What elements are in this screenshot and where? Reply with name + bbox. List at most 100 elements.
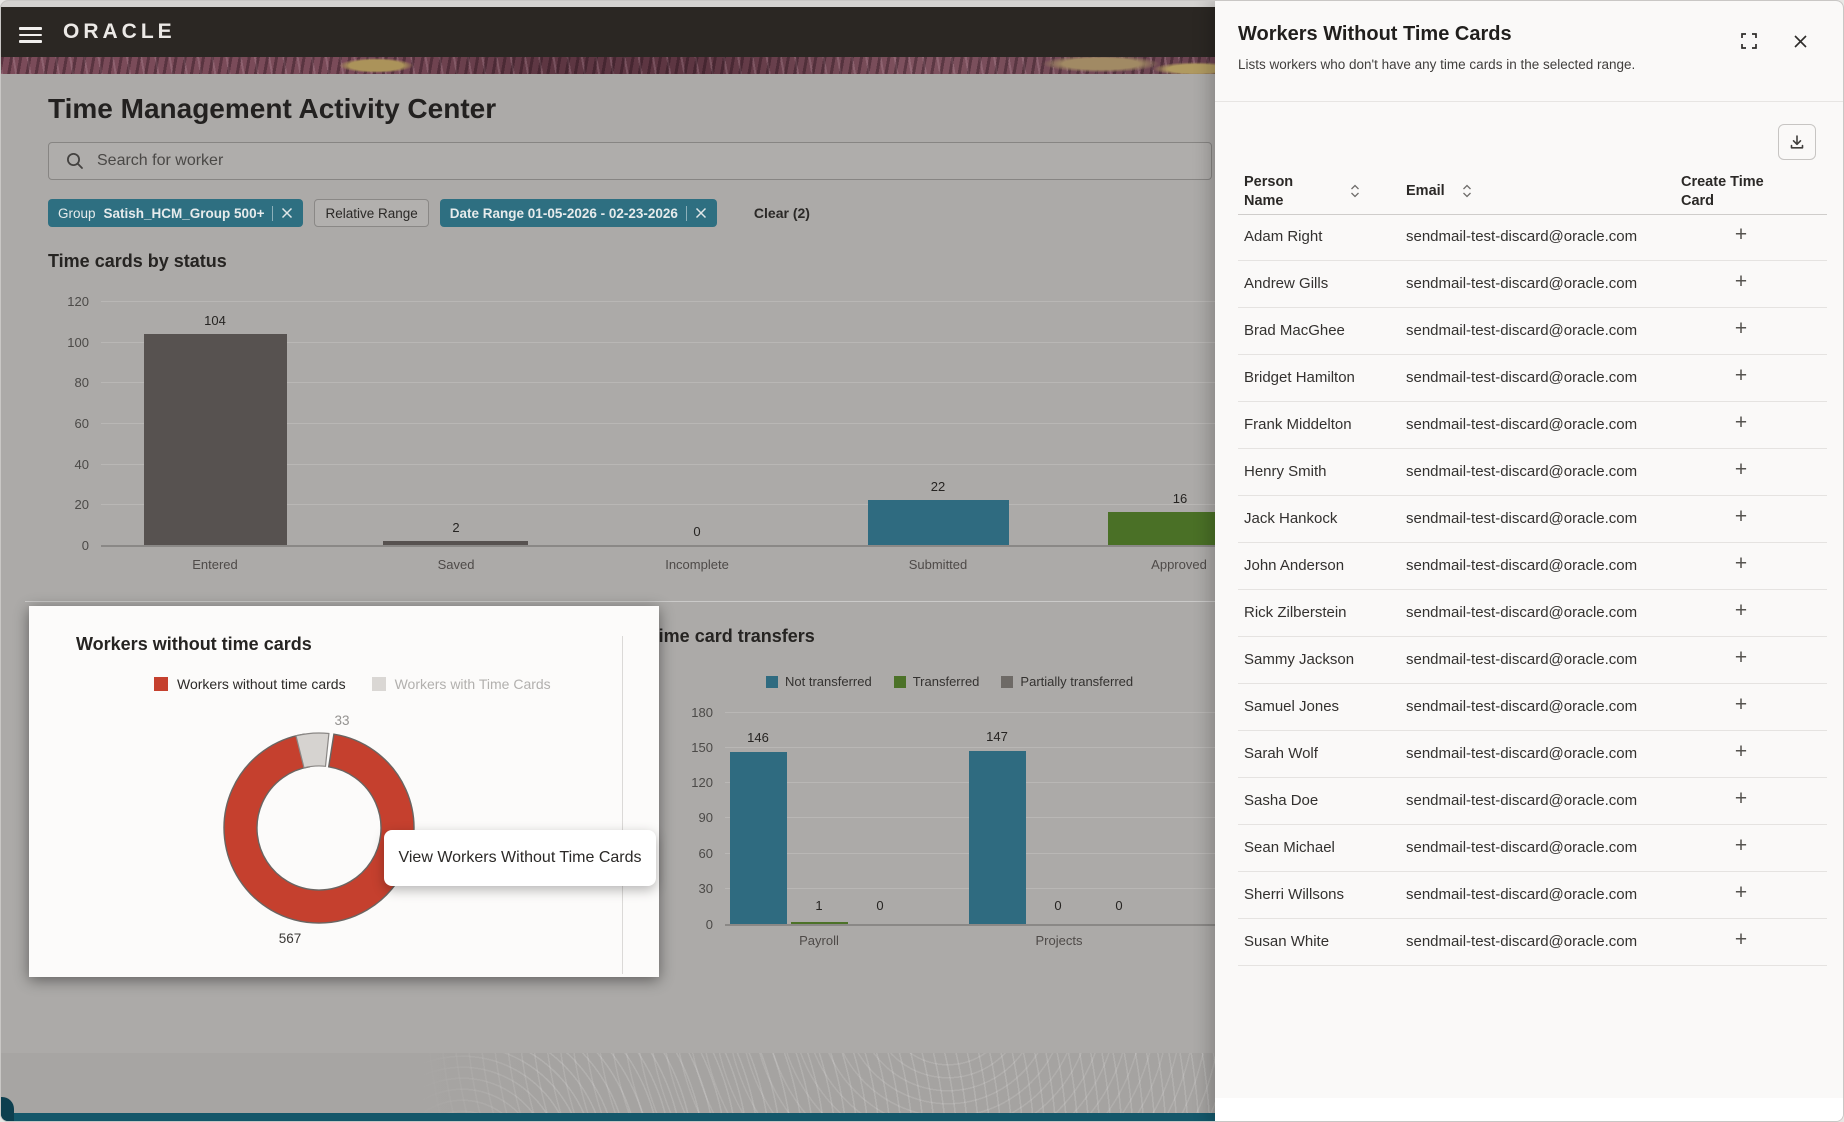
oracle-logo: ORACLE (63, 20, 176, 43)
create-time-card-button[interactable]: + (1734, 599, 1748, 622)
create-time-card-button[interactable]: + (1734, 646, 1748, 669)
bar-projects-not-transferred (969, 751, 1026, 924)
create-time-card-button[interactable]: + (1734, 364, 1748, 387)
bar-value: 146 (747, 730, 769, 745)
view-workers-tooltip[interactable]: View Workers Without Time Cards (384, 830, 656, 886)
table-row: Bridget Hamilton sendmail-test-discard@o… (1238, 355, 1827, 402)
table-row: Susan White sendmail-test-discard@oracle… (1238, 919, 1827, 966)
y-tick: 60 (698, 846, 713, 861)
y-tick: 20 (74, 497, 89, 512)
person-email: sendmail-test-discard@oracle.com (1406, 322, 1638, 339)
person-name: Samuel Jones (1244, 698, 1340, 715)
create-time-card-button[interactable]: + (1734, 270, 1748, 293)
table-row: Sherri Willsons sendmail-test-discard@or… (1238, 872, 1827, 919)
create-time-card-button[interactable]: + (1734, 317, 1748, 340)
create-time-card-button[interactable]: + (1734, 928, 1748, 951)
hamburger-menu-icon[interactable] (19, 23, 42, 47)
y-tick: 40 (74, 457, 89, 472)
date-range-filter-chip[interactable]: Date Range 01-05-2026 - 02-23-2026 (439, 199, 717, 227)
person-email: sendmail-test-discard@oracle.com (1406, 510, 1638, 527)
person-email: sendmail-test-discard@oracle.com (1406, 369, 1638, 386)
x-category: Entered (192, 557, 238, 572)
person-name: Adam Right (1244, 228, 1323, 245)
group-filter-chip[interactable]: Group Satish_HCM_Group 500+ (48, 199, 304, 227)
bar-value: 0 (1054, 898, 1062, 913)
person-email: sendmail-test-discard@oracle.com (1406, 651, 1638, 668)
gridline (101, 301, 1215, 302)
gridline (101, 464, 1215, 465)
person-email: sendmail-test-discard@oracle.com (1406, 275, 1638, 292)
create-time-card-button[interactable]: + (1734, 458, 1748, 481)
create-time-card-button[interactable]: + (1734, 552, 1748, 575)
donut-card-title: Workers without time cards (76, 634, 312, 654)
person-name: Sammy Jackson (1244, 651, 1355, 668)
table-row: Brad MacGhee sendmail-test-discard@oracl… (1238, 308, 1827, 355)
legend-swatch-with (371, 677, 386, 691)
search-icon (65, 151, 85, 171)
bar-payroll-transferred (791, 922, 848, 924)
col-header-email[interactable]: Email (1406, 183, 1445, 199)
x-category: Submitted (908, 557, 968, 572)
person-name: Bridget Hamilton (1244, 369, 1355, 386)
section-divider (25, 601, 1215, 602)
donut-slice-with (295, 732, 330, 769)
panel-bottom-strip (1215, 1098, 1843, 1121)
create-time-card-button[interactable]: + (1734, 787, 1748, 810)
footer-teal-bar (1, 1113, 1215, 1121)
search-input[interactable] (95, 151, 999, 171)
y-tick: 80 (74, 375, 89, 390)
worker-search[interactable] (48, 142, 1212, 180)
create-time-card-button[interactable]: + (1734, 505, 1748, 528)
y-tick: 150 (691, 740, 713, 755)
download-button[interactable] (1778, 124, 1816, 160)
bar-value: 0 (876, 898, 884, 913)
donut-chart[interactable] (219, 728, 419, 928)
relative-range-chip[interactable]: Relative Range (314, 199, 429, 227)
create-time-card-button[interactable]: + (1734, 223, 1748, 246)
person-name: John Anderson (1244, 557, 1345, 574)
col-header-person-name[interactable]: Person Name (1244, 174, 1294, 209)
banner-pattern (1, 57, 1215, 74)
person-email: sendmail-test-discard@oracle.com (1406, 933, 1638, 950)
create-time-card-button[interactable]: + (1734, 693, 1748, 716)
sort-icon-person-name[interactable] (1350, 183, 1360, 199)
card-inner-divider (622, 636, 623, 974)
legend-item[interactable]: Workers without time cards (154, 676, 346, 692)
legend-swatch-without (154, 677, 168, 691)
person-email: sendmail-test-discard@oracle.com (1406, 792, 1638, 809)
create-time-card-button[interactable]: + (1734, 834, 1748, 857)
table-row: Sarah Wolf sendmail-test-discard@oracle.… (1238, 731, 1827, 778)
close-icon[interactable] (1789, 30, 1811, 52)
bar-value: 2 (452, 520, 460, 535)
create-time-card-button[interactable]: + (1734, 881, 1748, 904)
group-chip-close-icon[interactable] (281, 207, 293, 219)
create-time-card-button[interactable]: + (1734, 411, 1748, 434)
person-email: sendmail-test-discard@oracle.com (1406, 839, 1638, 856)
expand-icon[interactable] (1737, 29, 1761, 53)
person-email: sendmail-test-discard@oracle.com (1406, 463, 1638, 480)
person-email: sendmail-test-discard@oracle.com (1406, 416, 1638, 433)
x-axis-line (725, 924, 1215, 926)
clear-filters-link[interactable]: Clear (2) (753, 205, 810, 221)
legend-swatch-not-transferred (766, 675, 778, 688)
person-name: Frank Middelton (1244, 416, 1352, 433)
date-range-chip-close-icon[interactable] (695, 207, 707, 219)
panel-title: Workers Without Time Cards (1238, 23, 1512, 45)
table-row: Henry Smith sendmail-test-discard@oracle… (1238, 449, 1827, 496)
bar-saved (383, 541, 528, 545)
create-time-card-button[interactable]: + (1734, 740, 1748, 763)
sort-icon-email[interactable] (1462, 183, 1472, 199)
y-tick: 120 (691, 775, 713, 790)
legend-item: Not transferred (766, 674, 872, 689)
x-category: Payroll (799, 933, 839, 948)
gridline (101, 382, 1215, 383)
person-name: Jack Hankock (1244, 510, 1338, 527)
panel-header-divider (1215, 101, 1843, 102)
person-email: sendmail-test-discard@oracle.com (1406, 886, 1638, 903)
person-email: sendmail-test-discard@oracle.com (1406, 745, 1638, 762)
bar-payroll-not-transferred (730, 752, 787, 924)
legend-item-disabled[interactable]: Workers with Time Cards (371, 676, 551, 692)
corner-widget[interactable] (1, 1097, 14, 1121)
bar-value: 147 (986, 729, 1008, 744)
